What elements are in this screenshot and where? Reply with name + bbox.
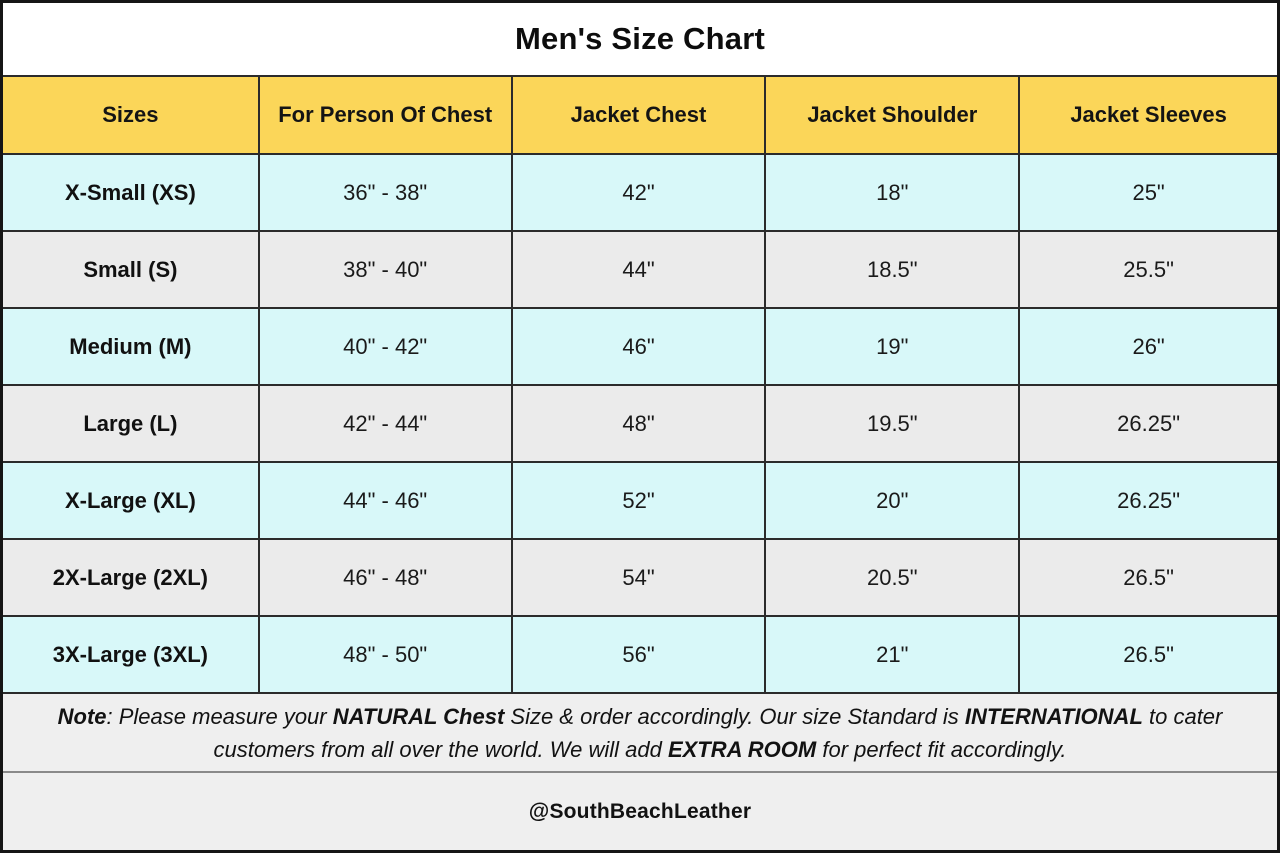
- note-segment: Size & order accordingly. Our size Stand…: [504, 703, 965, 729]
- jacket-chest-cell: 48": [513, 386, 767, 461]
- person-chest-cell: 40" - 42": [260, 309, 513, 384]
- person-chest-cell: 42" - 44": [260, 386, 513, 461]
- jacket-chest-cell: 44": [513, 232, 767, 307]
- table-row-large: Large (L) 42" - 44" 48" 19.5" 26.25": [3, 384, 1277, 461]
- size-cell: Small (S): [3, 232, 260, 307]
- jacket-sleeves-cell: 25": [1132, 179, 1165, 205]
- jacket-sleeves-cell: 26.25": [1117, 487, 1181, 513]
- header-for-person-of-chest: For Person Of Chest: [260, 77, 513, 153]
- size-cell: X-Large (XL): [3, 463, 260, 538]
- size-cell: 2X-Large (2XL): [3, 540, 260, 615]
- jacket-chest-cell: 54": [513, 540, 767, 615]
- page-title: Men's Size Chart: [514, 21, 766, 56]
- jacket-shoulder-cell: 20.5": [766, 540, 1021, 615]
- note-text: Note: Please measure your NATURAL Chest …: [17, 700, 1263, 766]
- table-row-medium: Medium (M) 40" - 42" 46" 19" 26": [3, 307, 1277, 384]
- jacket-shoulder-cell: 18.5": [766, 232, 1021, 307]
- note-bold-extra-room: EXTRA ROOM: [667, 736, 817, 762]
- note-bold-natural-chest: NATURAL Chest: [332, 703, 505, 729]
- table-header-row: Sizes For Person Of Chest Jacket Chest J…: [3, 75, 1277, 153]
- person-chest-cell: 38" - 40": [260, 232, 513, 307]
- person-chest-cell: 48" - 50": [260, 617, 513, 692]
- title-bar: Men's Size Chart: [3, 3, 1277, 75]
- size-cell: 3X-Large (3XL): [3, 617, 260, 692]
- header-sizes: Sizes: [3, 77, 260, 153]
- size-cell: Large (L): [3, 386, 260, 461]
- brand-handle: @SouthBeachLeather: [528, 799, 752, 823]
- jacket-sleeves-cell: 26.25": [1117, 410, 1181, 436]
- table-row-2xlarge: 2X-Large (2XL) 46" - 48" 54" 20.5" 26.5": [3, 538, 1277, 615]
- jacket-shoulder-cell: 20": [766, 463, 1021, 538]
- footer-bar: @SouthBeachLeather: [3, 773, 1277, 850]
- table-row-xsmall: X-Small (XS) 36" - 38" 42" 18" 25": [3, 153, 1277, 230]
- jacket-chest-cell: 56": [513, 617, 767, 692]
- header-jacket-sleeves: Jacket Sleeves: [1070, 102, 1227, 127]
- header-jacket-shoulder: Jacket Shoulder: [766, 77, 1021, 153]
- jacket-sleeves-cell: 26.5": [1123, 564, 1174, 590]
- note-bar: Note: Please measure your NATURAL Chest …: [3, 692, 1277, 773]
- person-chest-cell: 36" - 38": [260, 155, 513, 230]
- jacket-shoulder-cell: 19.5": [766, 386, 1021, 461]
- header-jacket-chest: Jacket Chest: [513, 77, 767, 153]
- size-cell: Medium (M): [3, 309, 260, 384]
- note-segment: for perfect fit accordingly.: [816, 736, 1067, 762]
- person-chest-cell: 46" - 48": [260, 540, 513, 615]
- jacket-sleeves-cell: 26": [1132, 333, 1165, 359]
- table-row-xlarge: X-Large (XL) 44" - 46" 52" 20" 26.25": [3, 461, 1277, 538]
- person-chest-cell: 44" - 46": [260, 463, 513, 538]
- jacket-shoulder-cell: 18": [766, 155, 1021, 230]
- jacket-chest-cell: 42": [513, 155, 767, 230]
- size-cell: X-Small (XS): [3, 155, 260, 230]
- jacket-sleeves-cell: 26.5": [1123, 641, 1174, 667]
- jacket-shoulder-cell: 19": [766, 309, 1021, 384]
- jacket-shoulder-cell: 21": [766, 617, 1021, 692]
- jacket-chest-cell: 52": [513, 463, 767, 538]
- note-bold-international: INTERNATIONAL: [964, 703, 1143, 729]
- jacket-sleeves-cell: 25.5": [1123, 256, 1174, 282]
- note-segment: to cater customers from all over the wor…: [213, 703, 1223, 762]
- table-row-small: Small (S) 38" - 40" 44" 18.5" 25.5": [3, 230, 1277, 307]
- note-segment: : Please measure your: [106, 703, 333, 729]
- note-label: Note: [57, 703, 107, 729]
- size-table: Sizes For Person Of Chest Jacket Chest J…: [3, 75, 1277, 692]
- table-row-3xlarge: 3X-Large (3XL) 48" - 50" 56" 21" 26.5": [3, 615, 1277, 692]
- jacket-chest-cell: 46": [513, 309, 767, 384]
